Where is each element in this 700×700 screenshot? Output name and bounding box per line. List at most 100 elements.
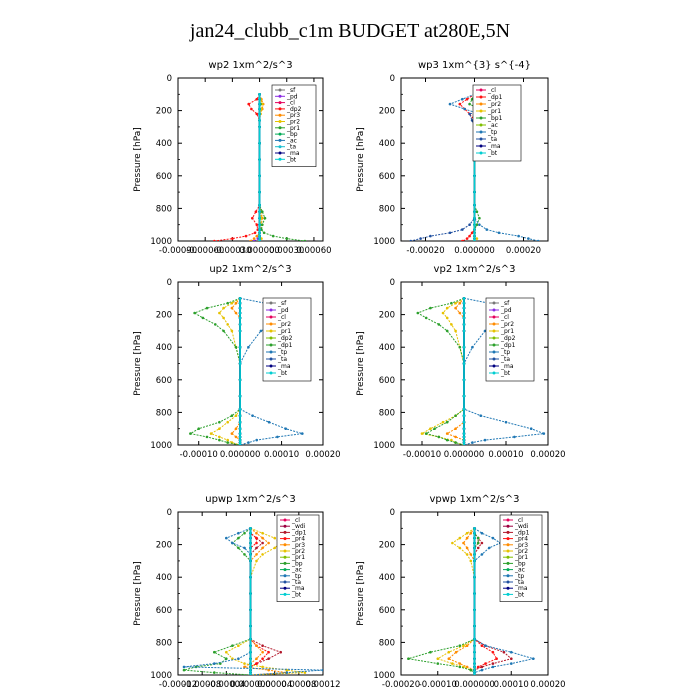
data-point — [258, 203, 261, 207]
panel-2: wp3 1xm^{3} s^{-4} 0 200 400 600 800 1000 Press… — [356, 60, 549, 256]
panel-title: up2 1xm^2/s^3 — [209, 264, 291, 275]
x-tick-label: -0.00004 — [207, 680, 245, 690]
data-point — [458, 102, 462, 106]
data-point — [256, 228, 260, 231]
legend-label: _pr1 — [286, 125, 300, 132]
legend-label: _tp — [487, 129, 497, 136]
legend-label: _dp2 — [286, 106, 302, 113]
data-point — [510, 662, 513, 665]
data-point — [238, 306, 242, 310]
data-point — [473, 231, 476, 235]
x-tick-label: 0.00010 — [488, 450, 523, 460]
data-point — [465, 553, 469, 556]
legend-marker — [506, 524, 510, 528]
data-point — [261, 657, 264, 660]
data-point — [205, 306, 209, 310]
data-point — [234, 427, 238, 431]
y-tick-label: 0 — [167, 74, 172, 84]
x-tick-label: 0.000000 — [220, 450, 261, 460]
data-point — [429, 306, 432, 310]
legend-marker — [278, 88, 282, 92]
legend-marker — [479, 95, 483, 99]
data-point — [256, 237, 260, 240]
data-point — [473, 637, 476, 641]
data-point — [465, 531, 469, 535]
legend: _cl_wdi_dp1_pr4_pr3_pr2_pr1_bp_ac_tp_ta_… — [499, 514, 543, 602]
data-point — [462, 329, 466, 333]
data-point — [182, 665, 186, 669]
legend-marker — [492, 371, 496, 375]
panel-3: up2 1xm^2/s^3 0 200 400 600 800 1000 Pressure [… — [133, 264, 341, 460]
x-tick-label: 0.000000 — [454, 246, 495, 256]
legend-label: _bt — [487, 150, 498, 157]
data-point — [249, 637, 252, 641]
legend-marker — [269, 329, 273, 333]
data-point — [479, 414, 483, 418]
y-tick-label: 200 — [379, 107, 395, 117]
data-point — [462, 345, 466, 349]
data-point — [230, 432, 234, 435]
data-point — [462, 362, 466, 365]
data-point — [321, 668, 323, 672]
data-point — [473, 662, 476, 665]
data-point — [267, 668, 270, 672]
legend-label: _ta — [514, 579, 524, 586]
data-point — [448, 102, 452, 106]
data-point — [213, 671, 216, 674]
series-line-pr3 — [447, 527, 475, 675]
legend-label: _bp — [286, 131, 298, 138]
data-point — [429, 650, 432, 654]
y-tick-label: 400 — [156, 573, 172, 583]
data-point — [284, 427, 288, 431]
legend: _sf_pd_cl_pr2_pr1_dp2_dp1_tp_ta_ma_bt — [262, 297, 312, 382]
x-tick-label: -0.00090 — [159, 246, 197, 256]
legend-label: _tp — [277, 349, 287, 356]
data-point — [267, 541, 270, 545]
legend-label: _ac — [487, 122, 498, 129]
data-point — [201, 316, 205, 320]
legend-marker — [506, 561, 510, 565]
data-point — [465, 237, 469, 240]
data-point — [238, 378, 242, 382]
data-point — [475, 223, 479, 226]
legend-marker — [492, 329, 496, 333]
legend-label: _bp1 — [487, 115, 503, 122]
x-tick-label: -0.00020 — [406, 246, 444, 256]
data-point — [231, 541, 234, 545]
data-point — [279, 650, 283, 654]
data-point — [258, 223, 261, 226]
data-point — [222, 306, 225, 310]
data-point — [536, 239, 540, 241]
legend-label: _ta — [487, 136, 497, 143]
data-point — [258, 125, 261, 129]
legend-marker — [479, 109, 483, 113]
x-tick-label: -0.00020 — [382, 680, 420, 690]
data-point — [238, 441, 242, 444]
legend-marker — [283, 580, 287, 584]
legend-marker — [506, 580, 510, 584]
data-point — [238, 407, 242, 411]
data-point — [458, 311, 462, 315]
data-point — [285, 237, 289, 240]
series-group — [213, 93, 307, 241]
legend-label: _dp1 — [291, 529, 307, 536]
legend-label: _pr3 — [286, 112, 300, 119]
data-point — [447, 650, 451, 654]
data-point — [445, 432, 449, 435]
data-point — [247, 102, 250, 106]
data-point — [473, 673, 476, 675]
legend-label: _wdi — [291, 523, 306, 530]
data-point — [462, 432, 466, 435]
data-point — [260, 107, 263, 111]
data-point — [234, 414, 238, 418]
data-point — [473, 190, 476, 194]
data-point — [213, 239, 216, 241]
data-point — [225, 536, 228, 540]
legend-marker — [492, 315, 496, 319]
legend-label: _ma — [286, 150, 300, 157]
data-point — [303, 671, 307, 674]
data-point — [441, 311, 445, 315]
data-point — [462, 378, 466, 382]
legend-marker — [479, 137, 483, 141]
data-point — [454, 650, 458, 654]
